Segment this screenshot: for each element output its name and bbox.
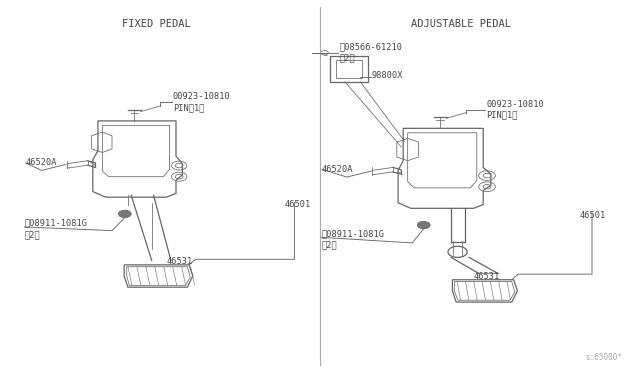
Circle shape	[118, 210, 131, 218]
Text: Ⓓ08566-61210
（2）: Ⓓ08566-61210 （2）	[339, 42, 402, 62]
Text: 46501: 46501	[285, 200, 311, 209]
Text: 46531: 46531	[474, 272, 500, 281]
Text: ⓝ08911-1081G
（2）: ⓝ08911-1081G （2）	[24, 219, 87, 239]
Circle shape	[417, 221, 430, 229]
Text: s:65000*: s:65000*	[585, 353, 622, 362]
Text: 00923-10810
PIN（1）: 00923-10810 PIN（1）	[486, 100, 544, 120]
Text: 98800X: 98800X	[371, 71, 403, 80]
Text: ADJUSTABLE PEDAL: ADJUSTABLE PEDAL	[411, 19, 511, 29]
Text: 46501: 46501	[579, 211, 605, 220]
Text: 00923-10810
PIN（1）: 00923-10810 PIN（1）	[173, 92, 230, 112]
Text: ⓝ08911-1081G
（2）: ⓝ08911-1081G （2）	[321, 229, 384, 249]
Text: 46531: 46531	[166, 257, 193, 266]
Text: 46520A: 46520A	[26, 158, 57, 167]
Text: FIXED PEDAL: FIXED PEDAL	[122, 19, 191, 29]
Text: 46520A: 46520A	[322, 165, 353, 174]
